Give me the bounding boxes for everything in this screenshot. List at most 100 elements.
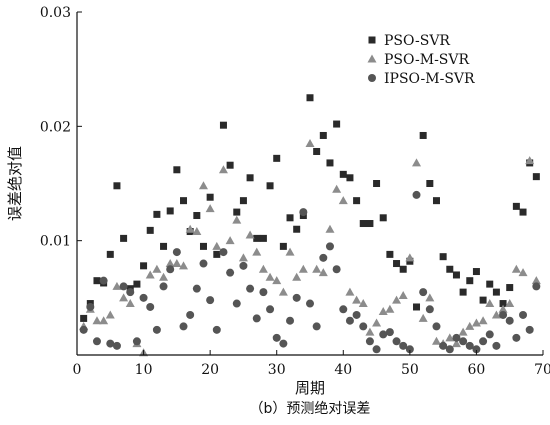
data-point xyxy=(505,316,514,325)
data-point xyxy=(159,272,169,281)
data-point xyxy=(392,337,401,346)
data-point xyxy=(133,280,141,288)
data-point xyxy=(146,226,154,234)
data-point xyxy=(160,242,168,250)
data-point xyxy=(485,299,495,308)
data-point xyxy=(166,207,174,215)
x-tick-label: 50 xyxy=(401,362,419,378)
legend-label: PSO-SVR xyxy=(384,33,450,49)
y-tick-label: 0.01 xyxy=(40,234,71,250)
data-point xyxy=(498,304,508,313)
data-point xyxy=(485,330,494,339)
data-point xyxy=(492,288,500,296)
data-point xyxy=(325,224,335,233)
data-point xyxy=(499,300,507,308)
data-point xyxy=(398,291,408,300)
x-tick-label: 20 xyxy=(201,362,219,378)
data-point xyxy=(366,220,374,228)
data-point xyxy=(419,131,427,139)
data-point xyxy=(405,253,415,262)
figure-caption: （b）预测绝对误差 xyxy=(250,401,371,417)
data-point xyxy=(218,165,228,174)
data-point xyxy=(99,276,108,285)
data-point xyxy=(180,197,188,205)
data-point xyxy=(279,339,288,348)
data-point xyxy=(479,337,488,346)
data-point xyxy=(99,316,109,325)
data-point xyxy=(86,302,95,311)
data-point xyxy=(113,182,121,190)
data-point xyxy=(205,204,215,213)
data-point xyxy=(531,276,541,285)
data-point xyxy=(299,208,308,217)
data-point xyxy=(413,303,421,311)
data-point xyxy=(266,305,275,314)
data-point xyxy=(332,184,342,193)
data-point xyxy=(372,345,381,354)
data-point xyxy=(505,299,515,308)
data-point xyxy=(339,305,348,314)
data-point xyxy=(239,261,248,270)
data-point xyxy=(140,262,148,270)
data-point xyxy=(512,333,521,342)
x-tick-label: 70 xyxy=(534,362,550,378)
x-axis-title: 周期 xyxy=(295,379,325,397)
data-point xyxy=(426,180,434,187)
axes xyxy=(76,12,543,356)
data-point xyxy=(459,288,467,296)
data-point xyxy=(512,202,520,210)
data-point xyxy=(153,210,161,218)
data-point xyxy=(112,341,121,350)
data-point xyxy=(346,174,354,182)
data-point xyxy=(206,193,214,201)
data-point xyxy=(293,225,301,233)
data-point xyxy=(152,325,161,334)
data-point xyxy=(452,333,461,342)
data-point xyxy=(120,234,128,242)
data-point xyxy=(319,131,327,139)
data-point xyxy=(378,307,388,316)
data-point xyxy=(93,277,101,285)
data-point xyxy=(285,247,295,256)
data-point xyxy=(352,295,362,304)
data-point xyxy=(286,214,294,222)
data-point xyxy=(106,250,114,258)
data-point xyxy=(345,287,355,296)
data-point xyxy=(179,322,188,331)
data-point xyxy=(386,250,394,258)
legend-marker xyxy=(368,74,376,82)
data-point xyxy=(325,242,334,251)
data-point xyxy=(198,181,208,190)
data-point xyxy=(165,259,175,268)
data-point xyxy=(372,318,382,327)
data-point xyxy=(345,316,354,325)
data-point xyxy=(246,284,255,293)
x-tick-label: 30 xyxy=(268,362,286,378)
data-point xyxy=(479,296,487,304)
data-point xyxy=(459,337,468,346)
data-point xyxy=(272,276,282,285)
data-point xyxy=(278,287,288,296)
data-point xyxy=(238,253,248,262)
data-point xyxy=(266,182,274,190)
data-point xyxy=(192,284,201,293)
data-point xyxy=(385,328,394,337)
data-point xyxy=(478,316,488,325)
data-point xyxy=(439,253,447,261)
data-point xyxy=(399,341,408,350)
data-point xyxy=(432,197,440,205)
data-point xyxy=(393,260,401,268)
data-point xyxy=(412,190,421,199)
data-point xyxy=(199,242,207,250)
data-point xyxy=(292,293,301,302)
data-point xyxy=(172,259,182,268)
data-point xyxy=(119,293,129,302)
data-point xyxy=(418,313,428,322)
data-point xyxy=(232,299,241,308)
legend-label: IPSO-M-SVR xyxy=(384,71,475,87)
data-point xyxy=(212,241,222,250)
tick-group: 0 10 20 30 40 50 60 70 0.01 0.02 0.03 xyxy=(40,5,550,378)
data-point xyxy=(219,121,227,129)
data-point xyxy=(233,208,241,216)
data-point xyxy=(491,310,501,319)
